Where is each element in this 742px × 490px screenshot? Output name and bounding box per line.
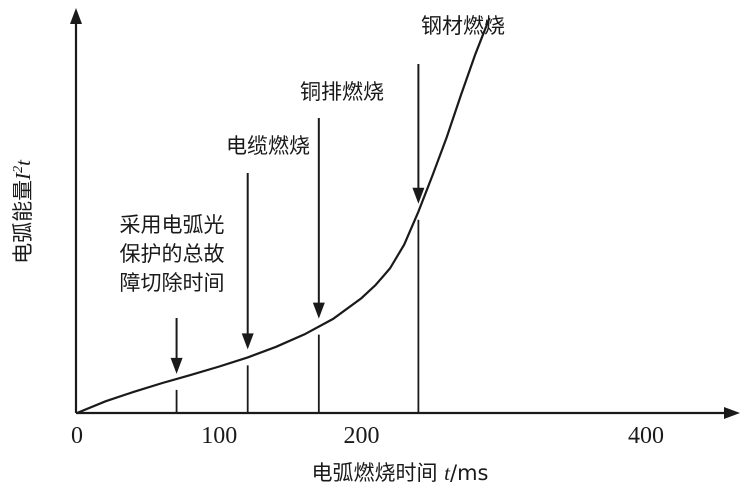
annotation-label: 铜排燃烧 [300, 80, 384, 104]
x-tick-label: 0 [71, 423, 83, 449]
annotation-label: 钢材燃烧 [421, 14, 505, 38]
arrow-down-icon [241, 333, 254, 350]
y-axis-arrow-icon [70, 8, 82, 24]
arrow-down-icon [170, 357, 183, 374]
x-axis-arrow-icon [724, 407, 740, 419]
x-tick-label: 200 [344, 423, 380, 449]
x-tick-label: 100 [201, 423, 237, 449]
annotations: 采用电弧光保护的总故障切除时间 电缆燃烧 铜排燃烧 钢材燃烧 [120, 14, 505, 413]
annotation-label: 电缆燃烧 [226, 134, 310, 158]
x-axis-label: 电弧燃烧时间 t/ms [311, 461, 488, 485]
arrow-down-icon [312, 302, 325, 319]
annotation-label: 采用电弧光保护的总故障切除时间 [120, 213, 225, 295]
arrow-down-icon [412, 187, 425, 204]
y-axis-label: 电弧能量I2t [11, 159, 35, 264]
x-tick-label: 400 [628, 423, 664, 449]
x-tick-labels: 0 100 200 400 [71, 423, 664, 449]
arc-energy-curve [76, 17, 491, 415]
